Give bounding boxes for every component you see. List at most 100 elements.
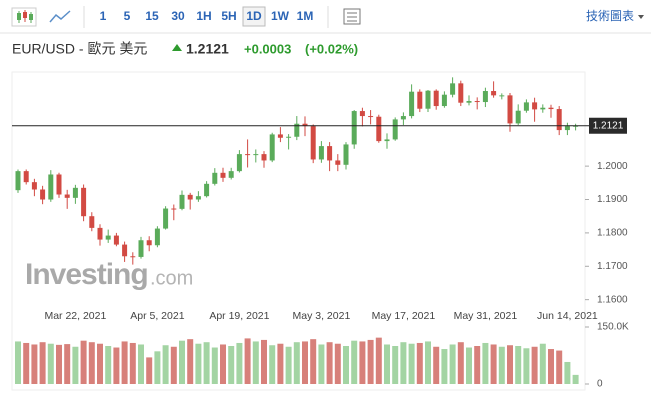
candle-body (318, 146, 324, 160)
candle-body (417, 91, 423, 109)
volume-bar (351, 340, 358, 384)
candle-icon[interactable] (11, 7, 37, 27)
volume-bar (187, 339, 194, 384)
volume-bar (490, 344, 497, 384)
candle-body (376, 116, 382, 142)
interval-button[interactable]: 30 (171, 9, 185, 23)
candle-body (204, 183, 210, 197)
y-tick-label: 1.1600 (597, 294, 628, 305)
volume-bar (416, 342, 423, 384)
volume-bar (80, 340, 87, 384)
line-icon[interactable] (49, 10, 71, 23)
dropdown-caret[interactable] (638, 15, 644, 19)
volume-bar (228, 346, 235, 384)
candle-body (154, 228, 160, 246)
x-tick-label: May 31, 2021 (454, 310, 518, 322)
volume-bar (261, 339, 267, 384)
volume-bar (474, 346, 481, 384)
interval-button[interactable]: 1H (196, 9, 211, 23)
volume-bar (277, 343, 284, 384)
volume-bar (441, 349, 448, 384)
volume-bar (203, 342, 210, 384)
candle-body (97, 227, 103, 240)
candle-body (310, 126, 316, 160)
candle-body (450, 83, 456, 95)
volume-bar (72, 346, 79, 384)
active-interval[interactable] (242, 6, 266, 27)
interval-button[interactable]: 1 (100, 9, 107, 23)
change: +0.0003 (244, 41, 291, 56)
volume-bar (23, 342, 30, 384)
candle-body (327, 146, 333, 161)
volume-bar (195, 343, 202, 384)
symbol: EUR/USD - 歐元 美元 (12, 41, 147, 57)
interval-button[interactable]: 1M (297, 9, 314, 23)
interval-button[interactable]: 1W (271, 9, 290, 23)
candle-body (548, 107, 554, 110)
interval-button[interactable]: 15 (145, 9, 159, 23)
volume-bar (548, 349, 554, 384)
volume-bar (318, 344, 325, 384)
candle-body (236, 154, 242, 172)
interval-button[interactable]: 5 (124, 9, 131, 23)
interval-button[interactable]: 5H (221, 9, 236, 23)
volume-tick-label: 150.0K (597, 322, 629, 333)
candle-body (171, 208, 177, 210)
volume-bar (31, 344, 38, 384)
watermark-brand: Investing (25, 258, 148, 291)
volume-bar (523, 348, 530, 384)
candle-body (212, 172, 218, 184)
volume-bar (236, 342, 243, 384)
y-tick-label: 1.1800 (597, 228, 628, 239)
candle-body (368, 116, 374, 118)
candle-body (253, 154, 259, 156)
candle-body (294, 123, 300, 137)
candle-body (31, 182, 37, 190)
volume-bar (498, 346, 505, 384)
candle-body (564, 126, 570, 131)
candle-body (458, 83, 464, 103)
candle-body (433, 90, 439, 107)
candle-body (556, 109, 562, 131)
volume-bar (367, 339, 374, 384)
volume-bar (220, 344, 226, 384)
volume-bar (482, 342, 489, 384)
candle-body (245, 154, 251, 156)
volume-bar (39, 342, 46, 384)
volume-bar (179, 340, 185, 384)
y-tick-label: 1.1900 (597, 194, 628, 205)
y-tick-label: 1.2000 (597, 161, 628, 172)
volume-bar (375, 337, 382, 384)
volume-bar (449, 344, 456, 384)
candle-body (540, 107, 546, 110)
volume-bar (269, 345, 276, 384)
candle-body (302, 123, 308, 127)
candle-body (409, 91, 415, 117)
candle-body (425, 90, 431, 109)
candle-body (163, 208, 169, 229)
candle-body (343, 144, 349, 165)
candle-body (384, 139, 390, 142)
candle-body (466, 101, 472, 103)
volume-bar (211, 347, 218, 384)
candle-body (228, 171, 234, 178)
candle-body (23, 171, 29, 183)
candle-body (515, 110, 521, 124)
candle-body (48, 174, 54, 200)
candle-body (15, 171, 21, 191)
interval-button[interactable]: 1D (246, 9, 262, 23)
table-icon[interactable] (343, 8, 361, 25)
volume-bar (244, 338, 251, 384)
volume-bar (326, 342, 333, 384)
candle-body (122, 244, 128, 257)
candle-body (179, 194, 185, 209)
volume-bar (310, 339, 317, 384)
candle-body (64, 194, 70, 198)
volume-bar (400, 342, 407, 384)
candle-body (400, 116, 406, 120)
candle-body (351, 111, 357, 145)
volume-bar (531, 346, 538, 384)
chart-button[interactable]: 技術圖表 (586, 9, 634, 23)
candle-body (392, 119, 398, 140)
